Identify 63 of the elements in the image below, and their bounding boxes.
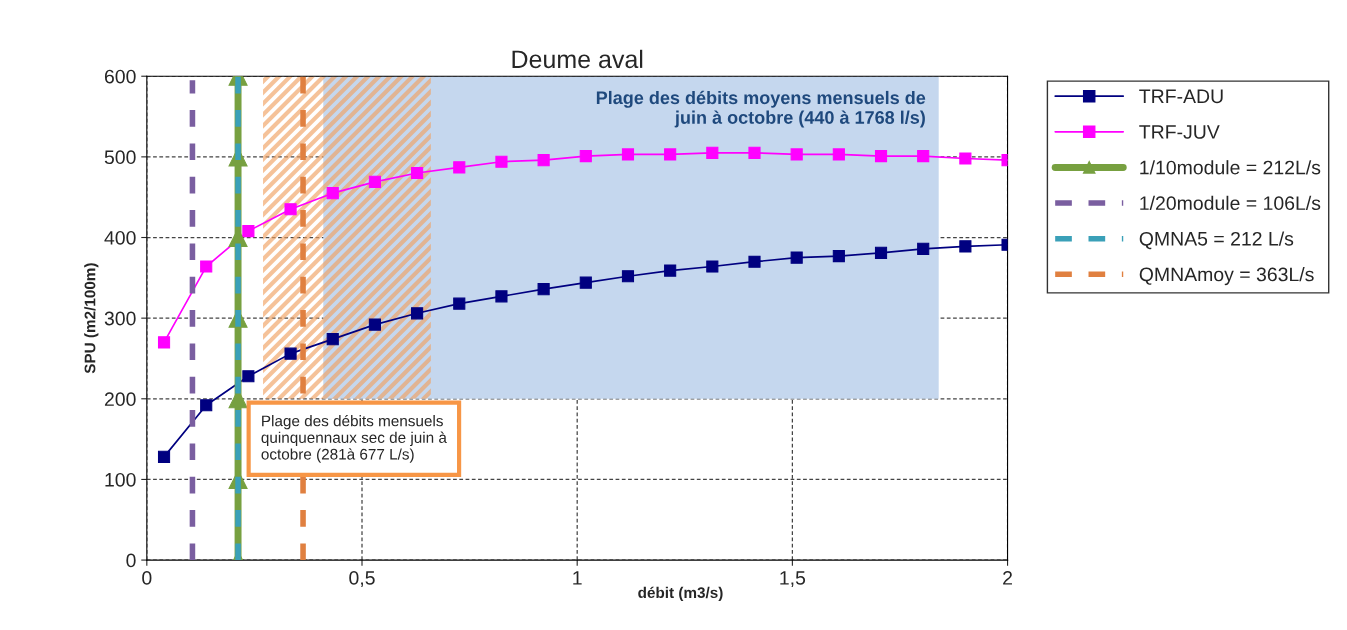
- legend-label: 1/20module = 106L/s: [1140, 195, 1321, 211]
- point: [579, 276, 592, 289]
- band-label: Plage des débits mensuels quinquennaux sec de juin à octobre (281à 677 L/s): [261, 414, 447, 463]
- point: [832, 249, 845, 263]
- point: [959, 152, 972, 165]
- point: [579, 149, 592, 163]
- point: [200, 260, 213, 273]
- point: [917, 149, 930, 163]
- point: [284, 203, 297, 216]
- point: [368, 175, 381, 188]
- point: [368, 318, 381, 331]
- point: [621, 270, 635, 283]
- point: [157, 450, 171, 463]
- x-axis-title: débit (m3/s): [638, 586, 723, 602]
- y-tick-label: 0: [126, 553, 136, 568]
- point: [664, 264, 677, 277]
- y-tick-label: 500: [104, 150, 136, 165]
- point: [200, 399, 213, 412]
- point: [706, 260, 719, 273]
- y-tick-label: 600: [104, 69, 136, 84]
- point: [411, 166, 424, 180]
- point: [495, 290, 508, 303]
- legend-label: TRF-JUV: [1139, 125, 1220, 139]
- point: [495, 155, 508, 168]
- point: [664, 148, 677, 161]
- point: [959, 240, 972, 253]
- legend-label: TRF-ADU: [1139, 89, 1223, 104]
- chart-title: Deume aval: [512, 49, 643, 69]
- point: [790, 251, 803, 264]
- y-tick-label: 200: [104, 392, 136, 407]
- point: [411, 307, 424, 320]
- point: [874, 246, 888, 259]
- point: [284, 347, 297, 360]
- point: [326, 333, 339, 346]
- band-label: Plage des débits moyens mensuels de juin à octobre (440 à 1768 l/s): [596, 90, 926, 128]
- x-tick-label: 0,5: [349, 571, 375, 588]
- point: [157, 336, 171, 349]
- point: [748, 255, 761, 268]
- y-tick-label: 300: [104, 311, 136, 326]
- legend-label: 1/10module = 212L/s: [1140, 160, 1321, 175]
- x-tick-label: 2: [1003, 571, 1012, 585]
- legend-label: QMNAmoy = 363L/s: [1139, 267, 1314, 286]
- x-tick-label: 1,5: [780, 571, 806, 588]
- x-tick-label: 0: [142, 571, 152, 585]
- point: [242, 370, 255, 383]
- point: [453, 297, 466, 310]
- point: [537, 154, 550, 167]
- point: [917, 242, 930, 255]
- point: [748, 146, 761, 159]
- point: [621, 148, 635, 161]
- point: [874, 149, 888, 163]
- point: [453, 161, 466, 174]
- x-tick-label: 1: [573, 571, 582, 585]
- point: [242, 224, 255, 238]
- point: [706, 146, 719, 159]
- y-axis-title: SPU (m2/100m): [84, 263, 99, 374]
- legend-label: QMNA5 = 212 L/s: [1139, 231, 1294, 250]
- y-tick-label: 100: [105, 472, 136, 487]
- point: [790, 148, 803, 161]
- point: [326, 187, 339, 200]
- point: [832, 148, 845, 161]
- point: [537, 283, 550, 296]
- y-tick-label: 400: [104, 230, 136, 245]
